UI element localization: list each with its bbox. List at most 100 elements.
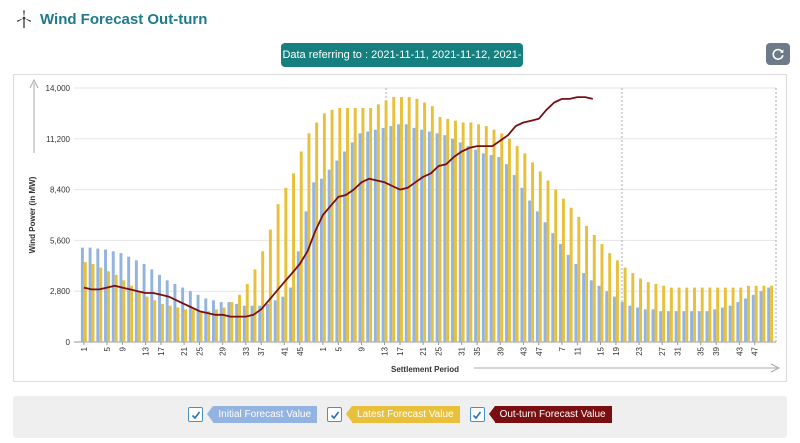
- bar-latest: [716, 287, 720, 342]
- refresh-button[interactable]: [766, 43, 790, 65]
- bar-latest: [515, 146, 519, 342]
- x-tick-label: 31: [674, 346, 683, 355]
- bar-latest: [238, 294, 242, 342]
- legend-label-outturn: Out-turn Forecast Value: [488, 406, 612, 423]
- legend-label-latest: Latest Forecast Value: [346, 406, 460, 423]
- y-tick-label: 0: [66, 338, 71, 347]
- bar-latest: [739, 287, 743, 342]
- bar-latest: [168, 305, 172, 342]
- bar-latest: [369, 107, 373, 342]
- bar-latest: [361, 107, 365, 342]
- bar-initial: [219, 302, 223, 342]
- bar-latest: [585, 225, 589, 342]
- bar-initial: [620, 302, 624, 342]
- bar-initial: [258, 305, 262, 342]
- bar-latest: [546, 180, 550, 342]
- bar-latest: [507, 138, 511, 342]
- x-tick-label: 39: [712, 346, 721, 355]
- bar-latest: [99, 267, 103, 342]
- bar-latest: [214, 309, 218, 342]
- bar-latest: [693, 287, 696, 342]
- bar-latest: [222, 307, 226, 342]
- x-axis-arrowhead: [770, 363, 781, 373]
- bar-initial: [713, 309, 717, 342]
- bar-latest: [477, 124, 481, 343]
- x-tick-label: 23: [635, 346, 644, 355]
- bar-latest: [685, 287, 689, 342]
- x-tick-label: 9: [118, 346, 127, 351]
- bar-initial: [158, 274, 161, 342]
- bar-initial: [281, 296, 285, 342]
- bar-initial: [451, 138, 454, 342]
- bar-initial: [196, 294, 200, 342]
- date-range-banner: Data referring to : 2021-11-11, 2021-11-…: [281, 43, 523, 85]
- checkbox-initial[interactable]: [188, 407, 204, 422]
- bar-latest: [523, 153, 527, 342]
- line-outturn: [83, 96, 594, 318]
- x-tick-label: 35: [473, 346, 482, 355]
- bar-initial: [643, 309, 647, 342]
- bar-initial: [204, 298, 208, 342]
- bar-latest: [376, 104, 380, 342]
- bar-initial: [188, 291, 192, 342]
- bar-initial: [427, 131, 431, 342]
- bar-latest: [330, 109, 334, 342]
- bar-latest: [747, 285, 750, 342]
- bar-initial: [489, 155, 493, 342]
- bar-initial: [235, 303, 239, 342]
- bar-initial: [250, 305, 254, 342]
- bar-initial: [412, 127, 416, 342]
- bar-latest: [770, 285, 774, 342]
- bar-latest: [423, 102, 427, 342]
- bar-initial: [358, 133, 362, 342]
- bar-latest: [646, 282, 650, 342]
- bar-initial: [181, 287, 185, 342]
- x-tick-label: 27: [658, 346, 667, 355]
- legend-item-latest[interactable]: Latest Forecast Value: [327, 406, 460, 423]
- bar-initial: [389, 126, 393, 342]
- bar-latest: [415, 98, 419, 342]
- refresh-icon: [772, 48, 784, 60]
- bar-latest: [353, 107, 357, 342]
- bar-initial: [366, 131, 370, 342]
- bar-initial: [682, 311, 686, 342]
- bar-latest: [723, 287, 727, 342]
- bar-latest: [446, 118, 450, 342]
- bar-latest: [253, 269, 257, 342]
- x-tick-label: 13: [381, 346, 390, 355]
- bar-initial: [319, 178, 323, 342]
- bar-latest: [91, 263, 95, 342]
- wind-forecast-chart: 0 2,800 5,600 8,400 11,200 14,000 Wind Power (…: [28, 78, 781, 374]
- bar-initial: [343, 151, 347, 342]
- bar-latest: [484, 126, 488, 342]
- bar-latest: [754, 285, 758, 342]
- bar-initial: [335, 160, 339, 342]
- bar-latest: [623, 267, 627, 342]
- bar-latest: [708, 287, 712, 342]
- x-axis-title: Settlement Period: [391, 365, 459, 374]
- bar-latest: [137, 291, 141, 342]
- bar-latest: [392, 97, 396, 342]
- bar-initial: [458, 142, 462, 342]
- legend-item-outturn[interactable]: Out-turn Forecast Value: [469, 406, 612, 423]
- legend: Initial Forecast Value Latest Forecast V…: [13, 406, 787, 423]
- bar-initial: [142, 263, 146, 342]
- bar-initial: [397, 124, 401, 343]
- bar-initial: [659, 311, 663, 342]
- checkbox-latest[interactable]: [327, 407, 343, 422]
- x-tick-label: 25: [435, 346, 444, 355]
- legend-item-initial[interactable]: Initial Forecast Value: [188, 406, 318, 423]
- bar-latest: [153, 300, 157, 342]
- checkbox-outturn[interactable]: [469, 407, 485, 422]
- bar-latest: [400, 97, 403, 342]
- bar-initial: [566, 254, 570, 342]
- x-tick-label: 25: [196, 346, 205, 355]
- bar-initial: [759, 291, 763, 342]
- x-tick-label: 35: [697, 346, 706, 355]
- bar-initial: [111, 251, 115, 342]
- bar-initial: [273, 300, 277, 342]
- bar-initial: [744, 298, 748, 342]
- bar-initial: [404, 124, 408, 343]
- x-tick-label: 31: [458, 346, 467, 355]
- page-title: Wind Forecast Out-turn: [40, 10, 208, 28]
